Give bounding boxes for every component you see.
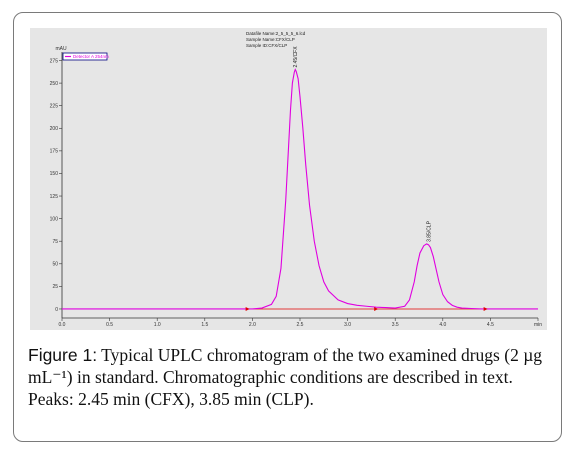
y-axis-unit: mAU xyxy=(55,46,67,52)
x-tick-label: 0.5 xyxy=(106,322,113,328)
x-tick-label: 3.0 xyxy=(344,322,351,328)
y-tick-label: 250 xyxy=(50,81,59,87)
x-tick-label: 4.0 xyxy=(439,322,446,328)
legend-label: Detector A 254nm xyxy=(73,54,109,59)
x-tick-label: 3.5 xyxy=(392,322,399,328)
chart-background xyxy=(30,28,547,330)
chart-axes: mAU 0 25 50 75 100 125 150 175 200 225 250 275 0.0 0.5… xyxy=(50,46,543,328)
peak-label: 2.45/CFX xyxy=(293,46,299,68)
legend-box xyxy=(62,52,108,61)
y-tick-label: 200 xyxy=(50,126,59,132)
y-tick-label: 25 xyxy=(52,284,58,290)
figure-frame xyxy=(13,12,562,442)
x-tick-label: 2.0 xyxy=(249,322,256,328)
header-line-2: Sample ID:CFX/CLP xyxy=(246,43,287,48)
chromatogram-trace xyxy=(62,68,538,310)
x-tick-label: min xyxy=(534,322,542,328)
integration-marker xyxy=(483,306,488,311)
peak-label: 3.85/CLP xyxy=(427,220,433,242)
header-line-0: Datafile Name:2_5_5_5_6.lcd xyxy=(246,31,306,36)
y-tick-label: 275 xyxy=(50,58,59,64)
y-tick-label: 75 xyxy=(52,239,58,245)
y-tick-label: 175 xyxy=(50,149,59,155)
y-tick-label: 50 xyxy=(52,262,58,268)
caption-text: Typical UPLC chromatogram of the two exa… xyxy=(28,345,543,409)
integration-marker xyxy=(374,306,379,311)
x-tick-label: 1.0 xyxy=(154,322,161,328)
header-line-1: Sample Name:CFX/CLP xyxy=(246,37,295,42)
x-tick-label: 1.5 xyxy=(201,322,208,328)
figure-caption: Figure 1: Typical UPLC chromatogram of t… xyxy=(28,344,548,410)
y-tick-label: 225 xyxy=(50,103,59,109)
y-tick-label: 100 xyxy=(50,216,59,222)
x-tick-label: 4.5 xyxy=(487,322,494,328)
y-tick-label: 0 xyxy=(55,307,58,313)
x-tick-label: 0.0 xyxy=(59,322,66,328)
y-tick-label: 125 xyxy=(50,194,59,200)
caption-figure-label: Figure 1: xyxy=(28,345,98,365)
integration-marker xyxy=(245,306,250,311)
x-tick-label: 2.5 xyxy=(297,322,304,328)
chart-plot: 2.45/CFX 3.85/CLP xyxy=(62,46,538,311)
y-tick-label: 150 xyxy=(50,171,59,177)
